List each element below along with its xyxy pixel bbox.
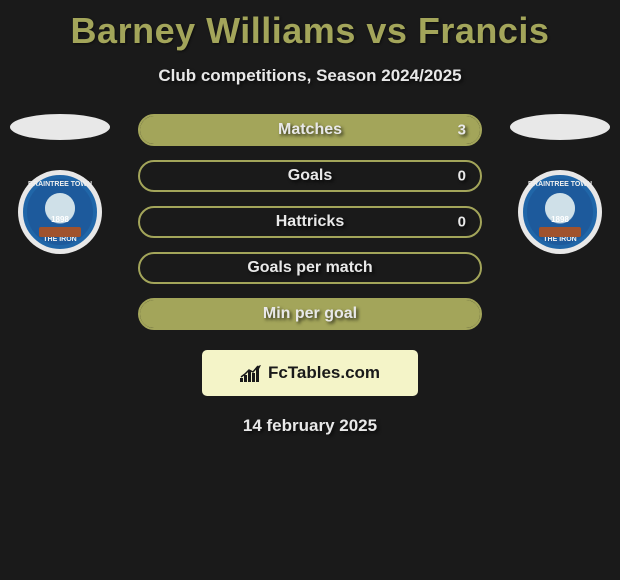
badge-year: 1898	[51, 215, 69, 224]
stat-label: Min per goal	[263, 305, 357, 323]
branding-text: FcTables.com	[268, 363, 380, 383]
badge-text-bottom: THE IRON	[527, 236, 593, 243]
stat-label: Goals	[288, 167, 332, 185]
comparison-date: 14 february 2025	[0, 416, 620, 436]
player-left-club-badge: BRAINTREE TOWN 1898 THE IRON	[18, 170, 102, 254]
branding-badge: FcTables.com	[202, 350, 418, 396]
comparison-title: Barney Williams vs Francis	[0, 0, 620, 52]
player-left-avatar	[10, 114, 110, 140]
badge-year: 1898	[551, 215, 569, 224]
stat-value-right: 0	[458, 168, 466, 185]
player-right-club-badge: BRAINTREE TOWN 1898 THE IRON	[518, 170, 602, 254]
stat-label: Hattricks	[276, 213, 344, 231]
badge-text-top: BRAINTREE TOWN	[527, 181, 593, 188]
player-right-avatar	[510, 114, 610, 140]
stat-label: Goals per match	[247, 259, 372, 277]
player-right-column: BRAINTREE TOWN 1898 THE IRON	[510, 114, 610, 254]
stat-row: Min per goal	[138, 298, 482, 330]
badge-text-top: BRAINTREE TOWN	[27, 181, 93, 188]
stat-row: Goals per match	[138, 252, 482, 284]
stat-label: Matches	[278, 121, 342, 139]
stat-row: Goals 0	[138, 160, 482, 192]
comparison-subtitle: Club competitions, Season 2024/2025	[0, 66, 620, 86]
comparison-content: BRAINTREE TOWN 1898 THE IRON BRAINTREE T…	[0, 114, 620, 436]
player-left-column: BRAINTREE TOWN 1898 THE IRON	[10, 114, 110, 254]
badge-text-bottom: THE IRON	[27, 236, 93, 243]
stat-value-right: 0	[458, 214, 466, 231]
fctables-icon	[240, 364, 262, 382]
stat-row: Hattricks 0	[138, 206, 482, 238]
stat-row: Matches 3	[138, 114, 482, 146]
stats-container: Matches 3 Goals 0 Hattricks 0 Goals per match M…	[138, 114, 482, 330]
stat-value-right: 3	[458, 122, 466, 139]
